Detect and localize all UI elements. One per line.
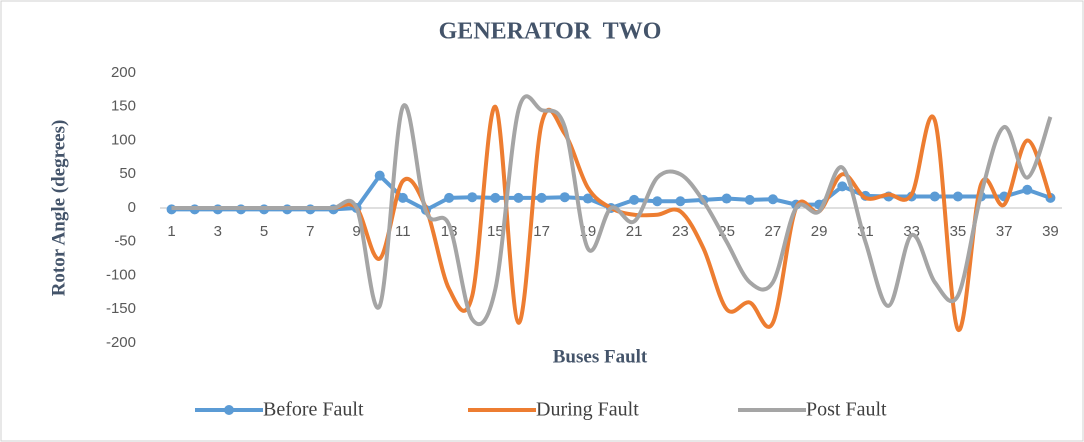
x-tick-label: 37 (996, 223, 1013, 240)
x-tick-label: 11 (395, 223, 411, 240)
x-tick-label: 3 (214, 223, 222, 240)
x-tick-label: 5 (260, 223, 268, 240)
data-point (744, 194, 755, 205)
data-point (767, 194, 778, 205)
x-tick-label: 27 (765, 223, 782, 240)
x-tick-label: 1 (167, 223, 175, 240)
legend-label: Before Fault (263, 399, 364, 421)
y-tick-label: 200 (111, 64, 136, 81)
x-tick-label: 17 (533, 223, 550, 240)
data-point (444, 192, 455, 203)
data-point (374, 170, 385, 181)
data-point (675, 196, 686, 207)
x-tick-label: 23 (672, 223, 689, 240)
data-point (629, 194, 640, 205)
data-point (467, 192, 478, 203)
chart-title: GENERATOR TWO (439, 19, 662, 45)
x-tick-label: 15 (487, 223, 504, 240)
data-point (721, 193, 732, 204)
x-axis-title: Buses Fault (553, 346, 648, 367)
series-line (171, 94, 1053, 327)
y-tick-label: 150 (111, 98, 136, 115)
data-point (582, 193, 593, 204)
legend-label: Post Fault (806, 399, 887, 421)
x-tick-label: 39 (1042, 223, 1059, 240)
y-tick-label: -100 (106, 266, 136, 283)
x-tick-label: 21 (626, 223, 643, 240)
legend-label: During Fault (536, 399, 639, 421)
data-point (952, 191, 963, 202)
legend-marker (224, 405, 234, 415)
x-tick-label: 7 (306, 223, 314, 240)
data-point (397, 192, 408, 203)
data-point (536, 192, 547, 203)
data-point (1022, 184, 1033, 195)
y-tick-label: -200 (106, 334, 136, 351)
data-point (490, 192, 501, 203)
data-point (652, 196, 663, 207)
data-point (837, 181, 848, 192)
x-tick-label: 35 (950, 223, 967, 240)
y-tick-label: 0 (128, 199, 136, 216)
x-tick-label: 9 (352, 223, 360, 240)
data-point (929, 191, 940, 202)
y-axis-title: Rotor Angle (degrees) (48, 120, 69, 297)
data-point (559, 192, 570, 203)
y-tick-label: -50 (114, 233, 136, 250)
x-tick-label: 29 (811, 223, 828, 240)
data-point (513, 192, 524, 203)
y-tick-label: 100 (111, 131, 136, 148)
y-tick-label: -150 (106, 300, 136, 317)
y-tick-label: 50 (119, 165, 136, 182)
